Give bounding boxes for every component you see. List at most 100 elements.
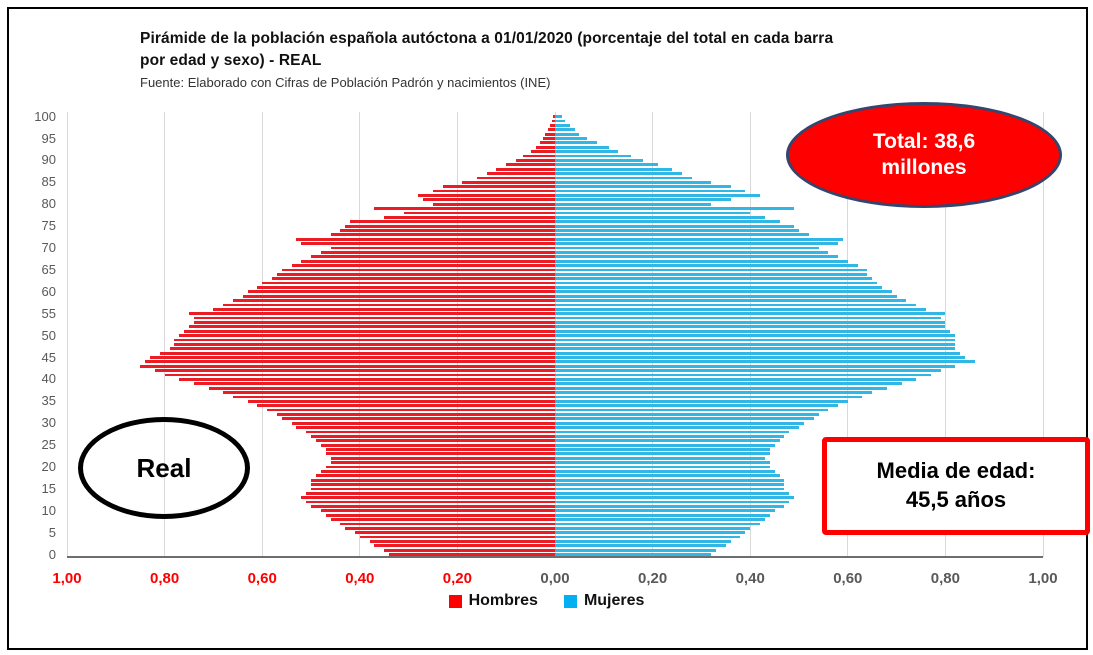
bar-hombres-age-28: [306, 430, 555, 434]
x-tick-left-1,00: 1,00: [52, 570, 82, 587]
chart-source: Fuente: Elaborado con Cifras de Població…: [140, 74, 551, 90]
bar-hombres-age-94: [540, 141, 555, 145]
bar-mujeres-age-54: [555, 316, 941, 320]
y-tick-label-75: 75: [41, 218, 56, 234]
x-tick-right-1,00: 1,00: [1028, 570, 1058, 587]
bar-hombres-age-21: [330, 461, 555, 465]
bar-mujeres-age-9: [555, 513, 770, 517]
bar-hombres-age-34: [257, 404, 555, 408]
bar-mujeres-age-41: [555, 373, 931, 377]
bar-hombres-age-58: [232, 299, 555, 302]
bar-mujeres-age-99: [555, 119, 565, 123]
bar-mujeres-age-21: [555, 461, 770, 465]
bar-mujeres-age-32: [555, 413, 819, 416]
bar-mujeres-age-69: [555, 250, 829, 254]
bar-hombres-age-27: [311, 434, 555, 438]
bar-mujeres-age-71: [555, 242, 838, 246]
bar-hombres-age-46: [159, 351, 555, 355]
bar-hombres-age-19: [320, 469, 555, 473]
bar-hombres-age-3: [369, 540, 555, 543]
bar-hombres-age-17: [311, 478, 555, 482]
y-tick-label-60: 60: [41, 283, 56, 299]
y-tick-label-10: 10: [41, 502, 56, 518]
bar-mujeres-age-26: [555, 439, 780, 443]
x-tick-right-0,40: 0,40: [735, 570, 765, 587]
bar-mujeres-age-56: [555, 307, 926, 311]
legend-mujeres-label: Mujeres: [583, 592, 645, 609]
y-tick-label-100: 100: [34, 108, 56, 124]
bar-hombres-age-78: [403, 211, 555, 215]
bar-hombres-age-55: [189, 312, 555, 316]
bar-mujeres-age-14: [555, 491, 790, 495]
bar-hombres-age-11: [311, 505, 555, 508]
bar-mujeres-age-58: [555, 299, 907, 302]
bar-mujeres-age-94: [555, 141, 597, 145]
y-tick-label-25: 25: [41, 437, 56, 453]
bar-mujeres-age-30: [555, 421, 804, 425]
mean-age-line1: Media de edad:: [876, 458, 1036, 484]
bar-mujeres-age-91: [555, 154, 631, 158]
bar-mujeres-age-31: [555, 417, 814, 421]
y-tick-label-20: 20: [41, 459, 56, 474]
gridline: [164, 112, 166, 557]
bar-mujeres-age-57: [555, 303, 917, 307]
bar-mujeres-age-28: [555, 430, 790, 434]
bar-mujeres-age-95: [555, 137, 587, 140]
bar-mujeres-age-17: [555, 478, 785, 482]
bar-hombres-age-76: [350, 220, 555, 224]
bar-mujeres-age-12: [555, 500, 790, 504]
bar-mujeres-age-27: [555, 434, 785, 438]
bar-mujeres-age-87: [555, 172, 682, 175]
bar-mujeres-age-77: [555, 215, 765, 219]
bar-hombres-age-61: [257, 286, 555, 289]
bar-mujeres-age-40: [555, 378, 917, 381]
bar-hombres-age-7: [340, 522, 555, 526]
bar-hombres-age-5: [354, 531, 555, 535]
bar-hombres-age-33: [267, 408, 555, 412]
bar-mujeres-age-4: [555, 535, 741, 539]
bar-mujeres-age-81: [555, 198, 731, 202]
bar-hombres-age-80: [433, 202, 555, 206]
bar-mujeres-age-7: [555, 522, 760, 526]
bar-mujeres-age-49: [555, 338, 956, 342]
bar-mujeres-age-52: [555, 325, 946, 329]
bar-hombres-age-32: [276, 413, 555, 416]
real-label: Real: [136, 452, 192, 483]
bar-mujeres-age-22: [555, 456, 765, 460]
bar-hombres-age-99: [551, 119, 555, 123]
bar-hombres-age-39: [193, 382, 555, 386]
bar-hombres-age-81: [423, 198, 555, 202]
bar-hombres-age-41: [164, 373, 555, 377]
bar-mujeres-age-8: [555, 518, 765, 521]
legend-hombres-label: Hombres: [468, 592, 538, 609]
bar-hombres-age-43: [140, 364, 555, 368]
bar-hombres-age-24: [325, 448, 555, 451]
bar-hombres-age-92: [530, 150, 555, 154]
x-tick-center: 0,00: [540, 570, 570, 587]
bar-hombres-age-45: [150, 356, 555, 359]
bar-mujeres-age-11: [555, 505, 785, 508]
bar-mujeres-age-89: [555, 163, 658, 167]
x-tick-right-0,80: 0,80: [930, 570, 960, 587]
y-tick-label-15: 15: [41, 480, 56, 496]
bar-hombres-age-2: [374, 544, 555, 548]
y-tick-label-55: 55: [41, 305, 56, 321]
hombres-swatch-icon: [448, 594, 462, 608]
bar-mujeres-age-64: [555, 272, 868, 276]
bar-mujeres-age-74: [555, 229, 799, 232]
bar-mujeres-age-29: [555, 426, 799, 429]
bar-mujeres-age-96: [555, 132, 580, 136]
real-label-oval: Real: [78, 417, 250, 519]
bar-hombres-age-86: [476, 176, 555, 180]
bar-hombres-age-26: [315, 439, 555, 443]
bar-hombres-age-8: [330, 518, 555, 521]
y-tick-label-40: 40: [41, 371, 56, 387]
bar-mujeres-age-46: [555, 351, 960, 355]
y-tick-label-80: 80: [41, 196, 56, 212]
bar-mujeres-age-100: [555, 115, 563, 118]
bar-mujeres-age-82: [555, 194, 760, 197]
x-tick-left-0,80: 0,80: [149, 570, 180, 587]
bar-hombres-age-35: [247, 399, 555, 403]
bar-hombres-age-25: [320, 443, 555, 447]
bar-hombres-age-84: [442, 185, 555, 189]
